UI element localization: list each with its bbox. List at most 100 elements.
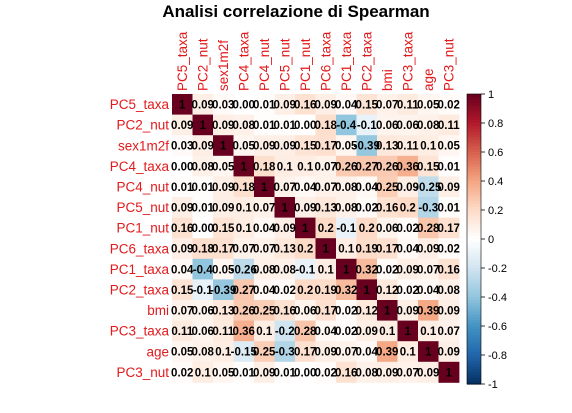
- cell-value-label: 1: [179, 100, 186, 112]
- column-label: PC6_taxa: [318, 31, 333, 91]
- cell-value-label: 0.26: [233, 306, 255, 318]
- cell-value-label: 0.15: [294, 141, 317, 153]
- row-label: bmi: [147, 303, 169, 318]
- heatmap-cell: [295, 176, 316, 198]
- heatmap-cell: [356, 341, 378, 363]
- heatmap-cell: [213, 197, 234, 218]
- heatmap-cell: [254, 176, 275, 198]
- heatmap-cell: [315, 320, 337, 342]
- heatmap-cell: [356, 238, 378, 260]
- color-bar-segment: [467, 154, 481, 159]
- cell-value-label: 0.07: [253, 244, 275, 256]
- color-bar-segment: [467, 218, 481, 223]
- cell-value-label: -0.3: [275, 347, 295, 359]
- heatmap-cell: [397, 258, 419, 280]
- cell-value-label: 0.16: [376, 203, 398, 215]
- cell-value-label: 0.2: [318, 223, 334, 235]
- heatmap-cell: [397, 279, 419, 301]
- cell-value-label: 0.13: [212, 306, 234, 318]
- cell-value-label: 0.07: [171, 306, 193, 318]
- cell-value-label: 0.17: [315, 141, 337, 153]
- heatmap-cell: [438, 114, 460, 136]
- cell-value-label: 0.27: [356, 161, 378, 173]
- cell-value-label: 0.04: [397, 244, 420, 256]
- color-bar-segment: [467, 227, 481, 231]
- color-bar-segment: [467, 331, 481, 336]
- heatmap-cell: [274, 114, 296, 136]
- heatmap-cell: [233, 258, 255, 280]
- heatmap-cell: [233, 94, 255, 115]
- heatmap-cell: [172, 300, 193, 321]
- color-bar-segment: [467, 210, 481, 214]
- color-bar-segment: [467, 328, 481, 333]
- heatmap-cell: [254, 238, 275, 260]
- heatmap-cell: [438, 135, 460, 157]
- heatmap-cell: [377, 279, 398, 301]
- heatmap-cell: [418, 258, 439, 280]
- cell-value-label: -0.1: [193, 285, 213, 297]
- cell-value-label: 1: [220, 141, 227, 153]
- heatmap-cell: [192, 94, 214, 115]
- cell-value-label: 0.07: [315, 182, 337, 194]
- heatmap-cell: [438, 94, 460, 115]
- heatmap-cell: [274, 217, 296, 239]
- heatmap-cell: [418, 114, 439, 136]
- heatmap-cell: [233, 155, 255, 177]
- color-bar-segment: [467, 381, 481, 385]
- heatmap-cell: [233, 217, 255, 239]
- heatmap-cell: [336, 279, 357, 301]
- row-label: sex1m2f: [118, 138, 169, 153]
- cell-value-label: 0.09: [356, 326, 378, 338]
- heatmap-cell: [172, 320, 193, 342]
- heatmap-cell: [172, 94, 193, 115]
- color-bar-segment: [467, 291, 481, 295]
- heatmap-cell: [356, 279, 378, 301]
- cell-value-label: 0.1: [379, 326, 396, 338]
- column-label: bmi: [380, 69, 395, 91]
- heatmap-cell: [356, 135, 378, 157]
- heatmap-cell: [213, 300, 234, 321]
- column-label: PC4_nut: [257, 38, 272, 91]
- color-bar-segment: [467, 265, 481, 269]
- cell-value-label: 0.02: [356, 203, 378, 215]
- cell-value-label: 0.17: [294, 347, 316, 359]
- color-bar-segment: [467, 137, 481, 141]
- cell-value-label: 0.07: [335, 347, 357, 359]
- heatmap-cell: [438, 258, 460, 280]
- cell-value-label: 0.09: [212, 203, 234, 215]
- color-bar-segment: [467, 181, 481, 185]
- heatmap-cell: [356, 217, 378, 239]
- heatmap-cell: [356, 155, 378, 177]
- color-bar-segment: [467, 201, 481, 205]
- cell-value-label: -0.4: [193, 264, 213, 276]
- color-bar-segment: [467, 323, 481, 327]
- heatmap-cell: [315, 94, 337, 115]
- heatmap-cell: [377, 197, 398, 218]
- color-bar-segment: [467, 337, 481, 342]
- color-bar-segment: [467, 375, 481, 379]
- heatmap-cell: [274, 361, 296, 383]
- heatmap-cell: [254, 94, 275, 115]
- heatmap-cell: [397, 238, 419, 260]
- heatmap-cell: [254, 320, 275, 342]
- cell-value-label: 1: [261, 182, 268, 194]
- heatmap-cell: [438, 238, 460, 260]
- cell-value-label: -0.1: [357, 120, 377, 132]
- heatmap-cell: [295, 217, 316, 239]
- color-bar-segment: [467, 131, 481, 136]
- heatmap-cell: [254, 341, 275, 363]
- cell-value-label: 0.08: [417, 120, 440, 132]
- heatmap-cell: [377, 300, 398, 321]
- color-bar-segment: [467, 172, 481, 176]
- heatmap-cell: [418, 135, 439, 157]
- heatmap-cell: [397, 197, 419, 218]
- color-bar-segment: [467, 120, 481, 124]
- color-bar-segment: [467, 108, 481, 112]
- color-bar-segment: [467, 157, 481, 162]
- heatmap-cell: [377, 341, 398, 363]
- heatmap-cell: [356, 361, 378, 383]
- heatmap-cell: [356, 197, 378, 218]
- heatmap-cell: [274, 135, 296, 157]
- color-bar-segment: [467, 152, 481, 156]
- cell-value-label: 0.01: [192, 203, 215, 215]
